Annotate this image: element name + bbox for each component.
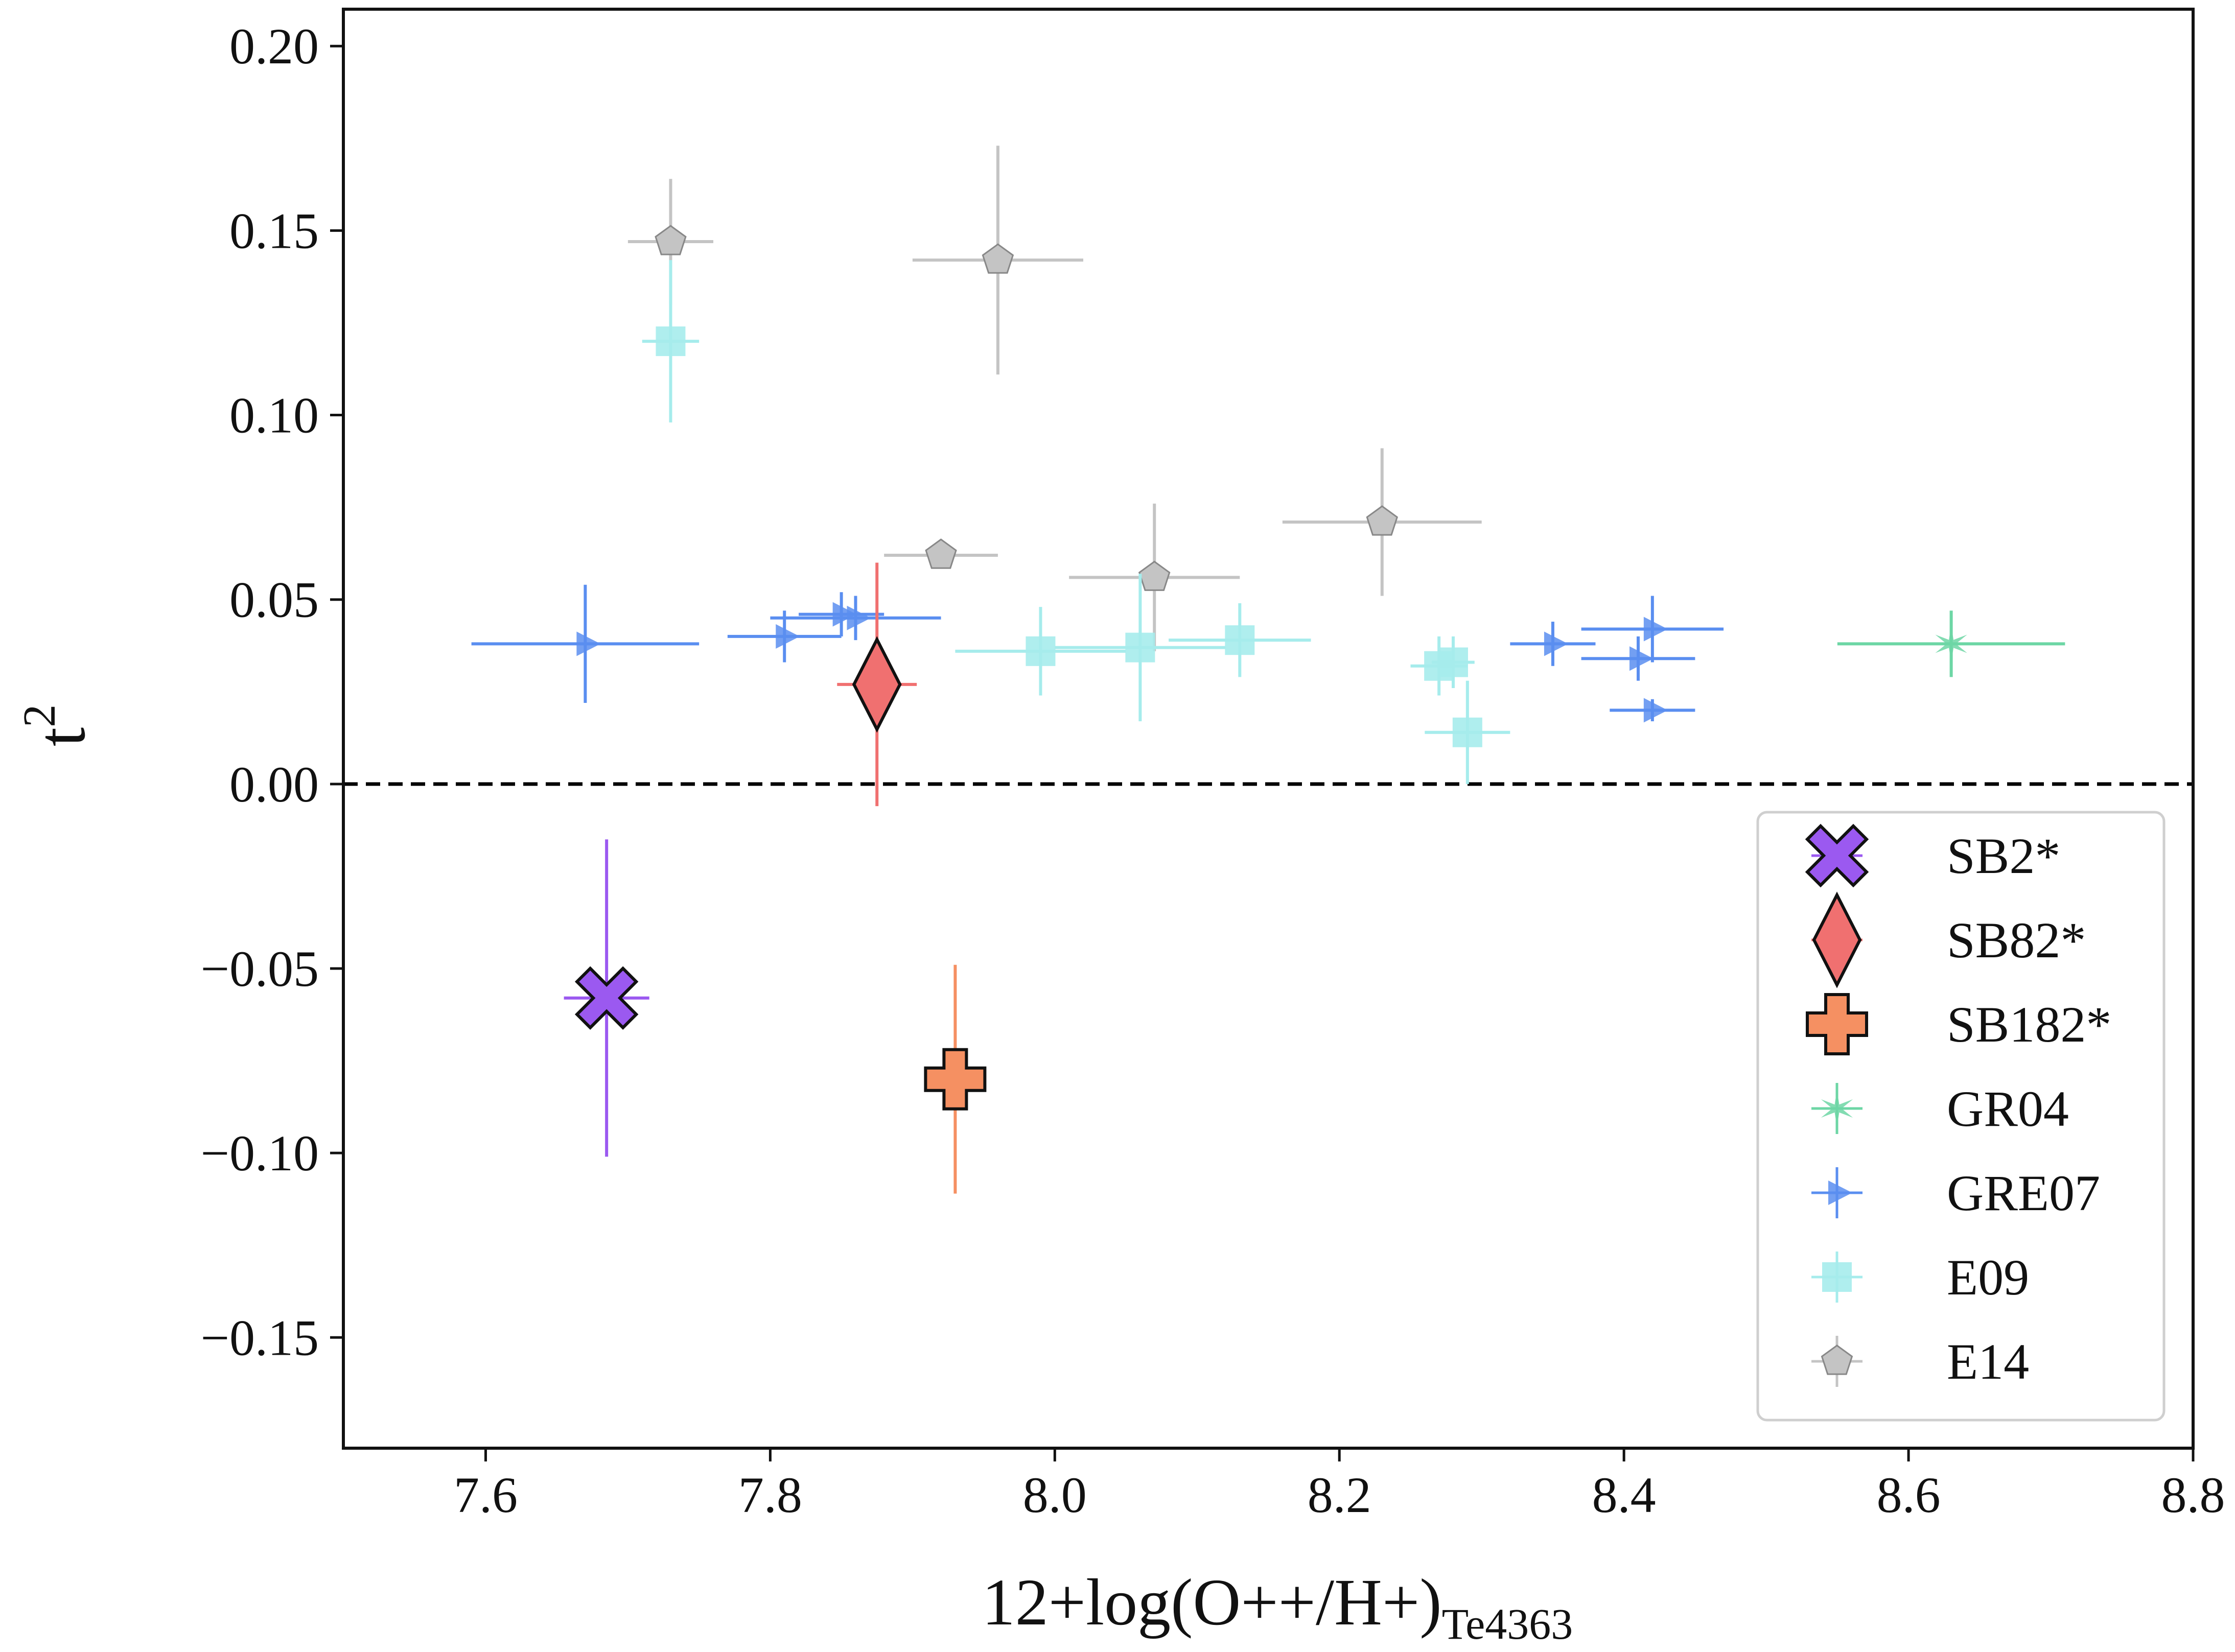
legend-entry-gre07: GRE07 (1811, 1165, 2100, 1221)
legend-label-e14: E14 (1947, 1333, 2029, 1390)
data-point-e14 (982, 243, 1014, 274)
legend-items: SB2* SB82* SB182* GR04 GRE07 E09 E14 (1805, 823, 2111, 1390)
y-tick-label: −0.15 (201, 1309, 319, 1366)
data-point-e09 (1438, 647, 1468, 677)
legend-entry-sb182: SB182* (1806, 993, 2111, 1055)
data-point-e09 (1026, 636, 1056, 666)
legend-entry-gr04: GR04 (1811, 1080, 2069, 1137)
series-sb2 (564, 839, 649, 1157)
data-point-sb2 (574, 966, 639, 1030)
x-axis-label-subscript: Te4363 (1442, 1599, 1573, 1648)
axes: 7.6 7.8 8.0 8.2 8.4 8.6 8.8 0.20 0.15 0.10 0.05 0.0… (201, 18, 2225, 1523)
series-e14 (627, 146, 1482, 651)
data-point-sb82 (852, 636, 902, 733)
legend-marker-gr04 (1821, 1090, 1853, 1127)
y-tick-label: 0.15 (229, 202, 319, 259)
legend-marker-sb2 (1805, 823, 1869, 888)
data-point-e09 (1452, 717, 1482, 747)
legend-label-gre07: GRE07 (1947, 1165, 2100, 1221)
legend-marker-e09 (1822, 1262, 1852, 1292)
x-tick-label: 8.4 (1592, 1467, 1656, 1523)
plot-frame (342, 8, 2195, 1450)
legend-marker-e14 (1821, 1344, 1853, 1375)
data-point-e09 (1125, 632, 1155, 663)
legend: SB2* SB82* SB182* GR04 GRE07 E09 E14 (1756, 811, 2166, 1422)
data-point-gre07 (1544, 631, 1568, 656)
y-axis-label-main: t (24, 727, 100, 747)
data-point-e14 (1138, 560, 1171, 591)
data-point-e14 (1366, 505, 1399, 536)
data-point-gre07 (1643, 698, 1668, 723)
legend-label-sb82: SB82* (1947, 912, 2086, 969)
data-point-gre07 (776, 624, 800, 649)
legend-entry-e14: E14 (1811, 1333, 2029, 1390)
y-axis-label: t2 (14, 704, 100, 747)
y-axis-label-superscript: 2 (14, 704, 65, 727)
x-tick-label: 8.6 (1877, 1467, 1941, 1523)
plot-area (343, 146, 2193, 1194)
legend-label-gr04: GR04 (1947, 1080, 2069, 1137)
series-sb182 (924, 964, 987, 1194)
data-point-gre07 (1643, 617, 1668, 642)
legend-entry-sb2: SB2* (1805, 823, 2060, 888)
data-point-e14 (925, 538, 957, 569)
x-tick-label: 8.2 (1308, 1467, 1371, 1523)
y-tick-label: 0.20 (229, 18, 319, 75)
legend-label-sb2: SB2* (1947, 828, 2060, 884)
data-point-e09 (656, 326, 686, 357)
series-e09 (642, 260, 1510, 784)
y-tick-label: 0.05 (229, 572, 319, 628)
data-point-gre07 (847, 605, 871, 630)
x-tick-label: 8.8 (2161, 1467, 2225, 1523)
data-point-gre07 (832, 602, 857, 627)
data-point-e14 (655, 225, 687, 255)
x-tick-label: 7.6 (454, 1467, 518, 1523)
series-gre07 (471, 584, 1724, 723)
data-point-gre07 (576, 631, 601, 656)
y-tick-label: 0.10 (229, 387, 319, 444)
x-tick-label: 7.8 (738, 1467, 802, 1523)
data-point-e09 (1225, 625, 1255, 655)
y-tick-label: −0.05 (201, 940, 319, 997)
legend-entry-sb82: SB82* (1811, 891, 2086, 988)
legend-marker-gre07 (1828, 1181, 1852, 1205)
series-gr04 (1837, 610, 2065, 677)
legend-marker-sb82 (1812, 891, 1862, 988)
legend-box (1756, 811, 2166, 1422)
legend-entry-e09: E09 (1811, 1249, 2029, 1306)
y-tick-label: −0.10 (201, 1125, 319, 1182)
legend-label-e09: E09 (1947, 1249, 2029, 1306)
legend-marker-sb182 (1806, 993, 1868, 1055)
legend-label-sb182: SB182* (1947, 996, 2111, 1053)
y-tick-label: 0.00 (229, 756, 319, 813)
data-point-sb182 (924, 1048, 987, 1111)
x-axis-label: 12+log(O++/H+)Te4363 (982, 1566, 1573, 1648)
x-axis-label-main: 12+log(O++/H+) (982, 1566, 1442, 1639)
data-point-gre07 (1629, 646, 1654, 671)
x-tick-label: 8.0 (1023, 1467, 1087, 1523)
series-sb82 (837, 562, 917, 807)
data-point-gr04 (1935, 625, 1967, 663)
